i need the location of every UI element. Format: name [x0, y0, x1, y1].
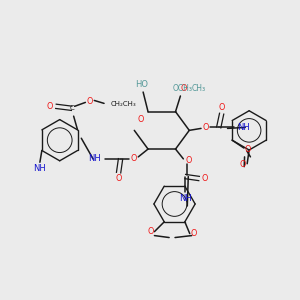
Text: NH: NH [34, 164, 46, 173]
Text: O: O [190, 229, 197, 238]
Text: O: O [203, 123, 209, 132]
Text: O: O [180, 84, 187, 93]
Text: O: O [202, 174, 208, 183]
Text: O: O [185, 156, 191, 165]
Text: CH₂CH₃: CH₂CH₃ [111, 101, 136, 107]
Text: O: O [218, 103, 225, 112]
Text: O: O [244, 145, 251, 154]
Text: NH: NH [179, 194, 192, 202]
Text: O: O [239, 160, 245, 169]
Text: O: O [138, 115, 144, 124]
Text: O: O [147, 227, 154, 236]
Text: O: O [47, 102, 53, 111]
Text: C: C [69, 105, 74, 111]
Text: O: O [86, 97, 92, 106]
Text: HO: HO [135, 80, 148, 89]
Text: NH: NH [88, 154, 101, 164]
Text: O: O [130, 154, 136, 164]
Text: O: O [116, 174, 122, 183]
Text: CH₃: CH₃ [191, 84, 205, 93]
Text: OCH₃: OCH₃ [172, 84, 192, 93]
Text: NH: NH [237, 123, 250, 132]
